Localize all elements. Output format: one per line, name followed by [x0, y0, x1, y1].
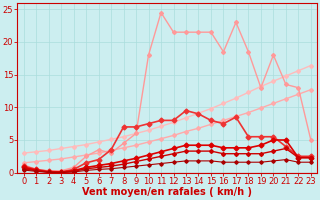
X-axis label: Vent moyen/en rafales ( km/h ): Vent moyen/en rafales ( km/h ) [82, 187, 252, 197]
